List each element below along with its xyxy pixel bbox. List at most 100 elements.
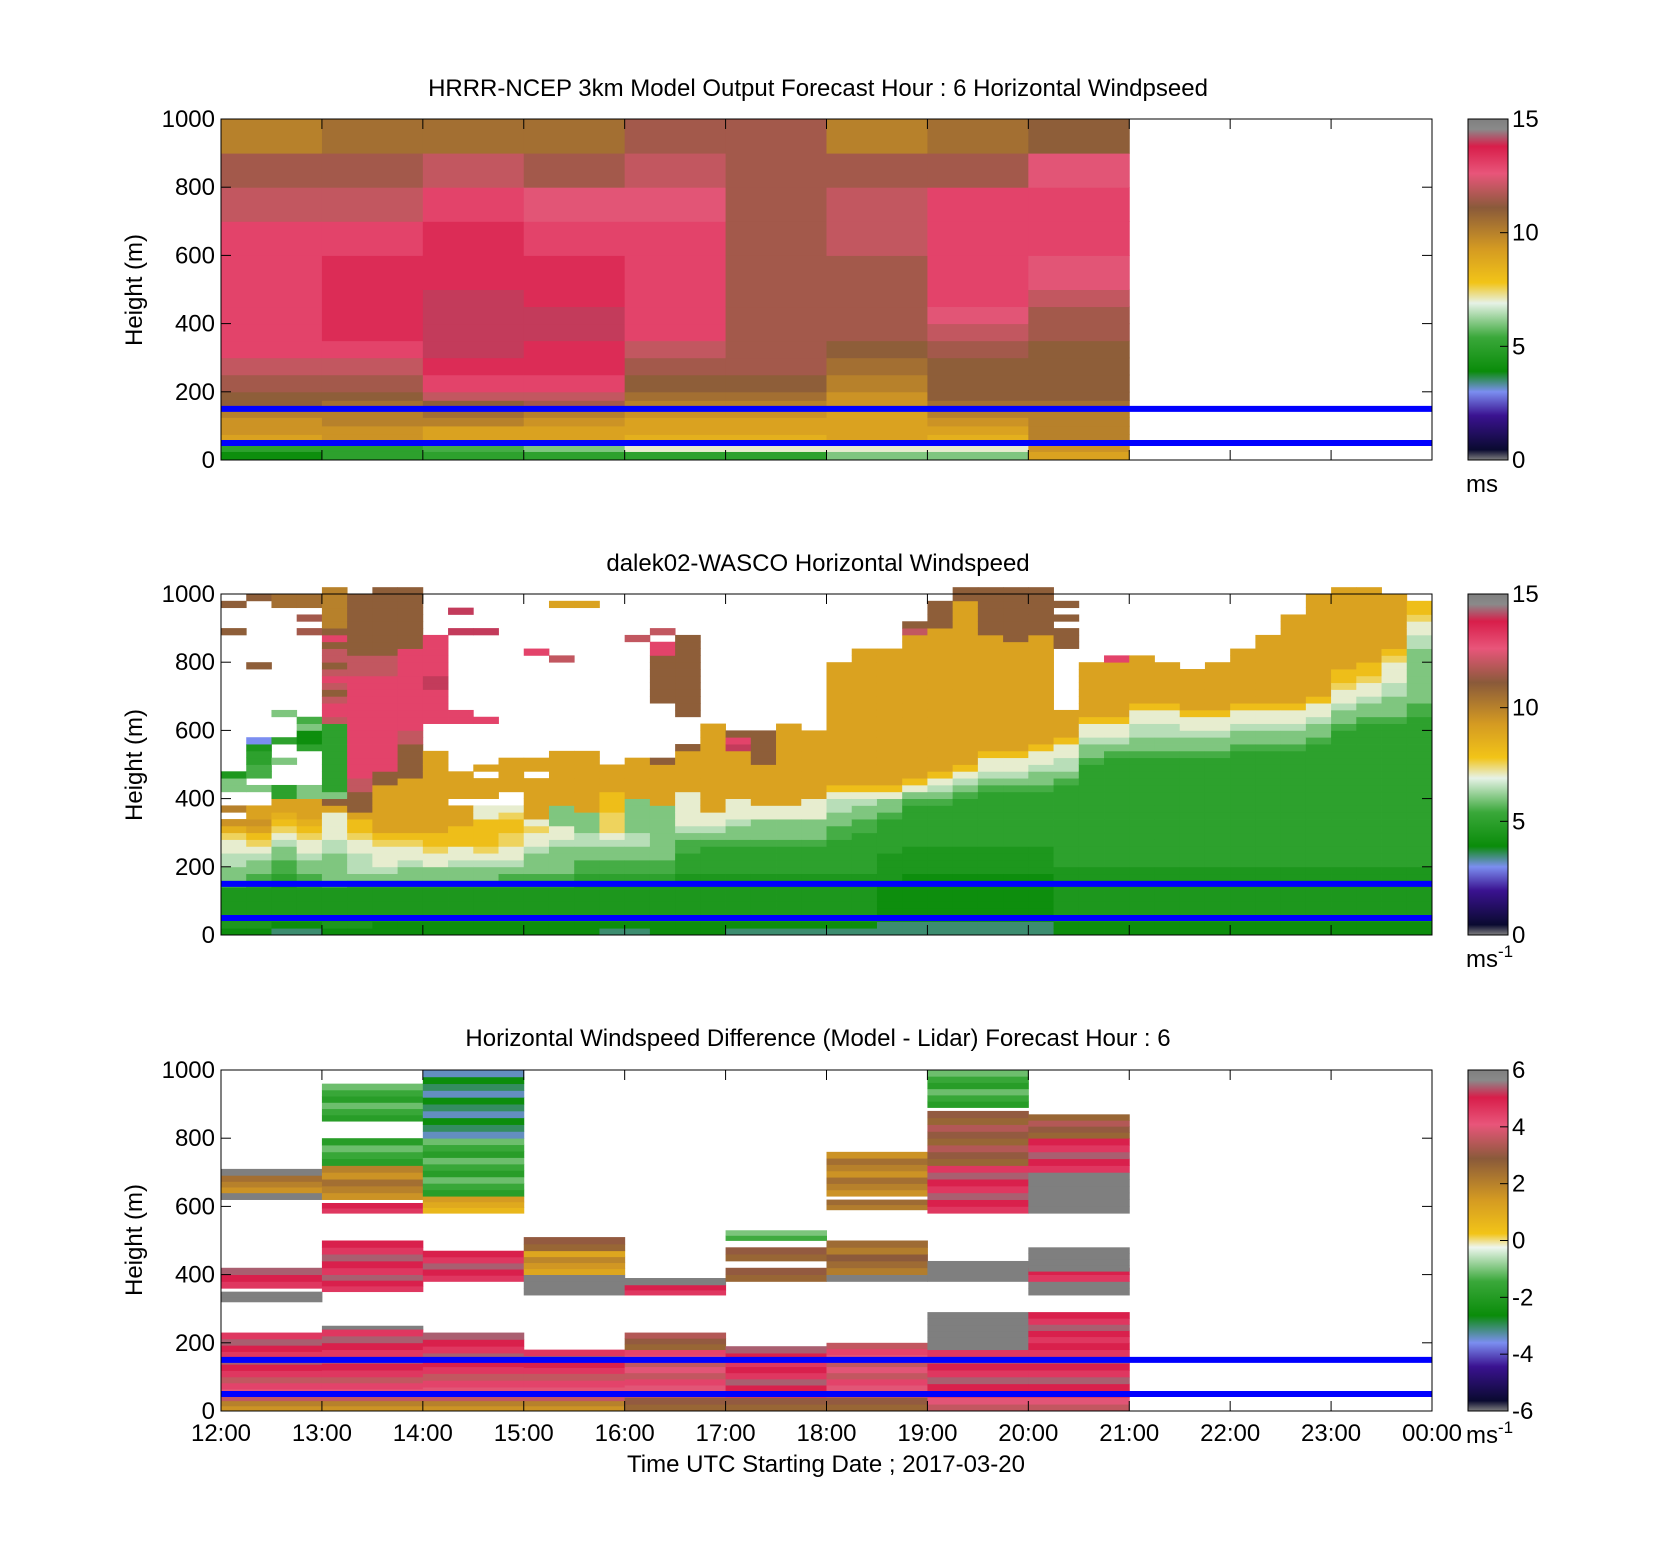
lidar-cell (952, 921, 979, 929)
lidar-cell (1104, 716, 1130, 724)
lidar-cell (1280, 655, 1307, 663)
lidar-cell (1053, 900, 1080, 909)
lidar-cell (649, 907, 676, 915)
lidar-cell (1154, 832, 1181, 840)
model-cell (523, 289, 626, 308)
lidar-cell (1230, 778, 1256, 786)
difference-cell (725, 1359, 827, 1368)
lidar-cell (1230, 682, 1256, 690)
lidar-cell (952, 791, 979, 799)
lidar-cell (347, 703, 373, 711)
lidar-cell (321, 737, 348, 745)
model-cell (725, 442, 827, 452)
lidar-cell (1381, 723, 1408, 731)
lidar-cell (624, 928, 651, 936)
lidar-cell (700, 873, 726, 881)
lidar-cell (1179, 894, 1206, 902)
lidar-cell (473, 791, 499, 799)
lidar-cell (397, 853, 424, 861)
lidar-cell (599, 819, 626, 827)
lidar-cell (1204, 907, 1231, 915)
y-tick-label: 800 (175, 1125, 215, 1152)
lidar-cell (1154, 682, 1181, 690)
lidar-cell (1179, 921, 1206, 929)
lidar-cell (776, 791, 802, 799)
lidar-cell (902, 723, 928, 731)
lidar-cell (422, 662, 449, 670)
lidar-cell (1204, 784, 1231, 793)
lidar-cell (1280, 628, 1307, 636)
lidar-cell (876, 894, 903, 902)
lidar-cell (321, 805, 348, 813)
lidar-cell (296, 723, 323, 731)
lidar-cell (902, 648, 928, 656)
lidar-cell (927, 682, 954, 690)
lidar-cell (1305, 866, 1332, 875)
lidar-cell (1230, 750, 1256, 759)
difference-cell (826, 1247, 928, 1255)
lidar-cell (548, 798, 575, 806)
lidar-cell (1179, 723, 1206, 731)
lidar-cell (952, 805, 979, 813)
lidar-cell (675, 791, 701, 799)
lidar-cell (1356, 669, 1382, 677)
lidar-cell (1003, 641, 1029, 649)
lidar-cell (876, 716, 903, 724)
lidar-cell (271, 757, 298, 765)
lidar-cell (902, 634, 928, 643)
model-cell (927, 442, 1029, 452)
lidar-cell (675, 819, 701, 827)
y-tick-label: 0 (202, 922, 215, 949)
difference-cell (624, 1385, 727, 1392)
lidar-cell (649, 628, 676, 636)
lidar-cell (1305, 621, 1332, 629)
difference-cell (1028, 1363, 1130, 1371)
model-cell (927, 187, 1029, 222)
difference-cell (725, 1353, 827, 1361)
difference-cell (1028, 1185, 1130, 1194)
lidar-cell (1104, 798, 1130, 806)
lidar-cell (1053, 798, 1080, 806)
colorbar-tick-label: 5 (1512, 808, 1525, 835)
lidar-cell (246, 662, 272, 670)
lidar-cell (1179, 819, 1206, 827)
lidar-cell (1154, 907, 1181, 915)
difference-cell (321, 1349, 424, 1357)
lidar-cell (523, 805, 550, 813)
model-cell (624, 289, 727, 308)
lidar-cell (321, 614, 348, 622)
lidar-cell (1028, 689, 1054, 697)
lidar-cell (977, 928, 1004, 936)
lidar-cell (1381, 600, 1408, 609)
lidar-cell (725, 784, 752, 793)
lidar-cell (1406, 600, 1433, 609)
lidar-cell (1028, 832, 1054, 840)
lidar-cell (523, 791, 550, 799)
lidar-cell (826, 928, 853, 936)
lidar-cell (675, 648, 701, 656)
difference-cell (422, 1183, 525, 1191)
lidar-cell (801, 866, 827, 875)
lidar-cell (473, 894, 499, 902)
model-cell (221, 340, 323, 359)
model-cell (725, 434, 827, 444)
lidar-cell (876, 757, 903, 765)
lidar-cell (448, 716, 474, 724)
model-cell (1028, 119, 1130, 154)
lidar-cell (1406, 709, 1433, 718)
lidar-cell (498, 873, 525, 881)
lidar-cell (271, 907, 298, 915)
lidar-cell (473, 839, 499, 847)
lidar-cell (221, 894, 247, 902)
lidar-cell (801, 819, 827, 827)
lidar-cell (649, 675, 676, 684)
lidar-cell (523, 798, 550, 806)
lidar-cell (977, 894, 1004, 902)
model-cell (523, 357, 626, 376)
lidar-cell (1230, 730, 1256, 738)
lidar-cell (1154, 696, 1181, 704)
lidar-cell (1280, 812, 1307, 820)
lidar-cell (1154, 866, 1181, 875)
lidar-cell (574, 900, 600, 909)
lidar-cell (498, 825, 525, 834)
